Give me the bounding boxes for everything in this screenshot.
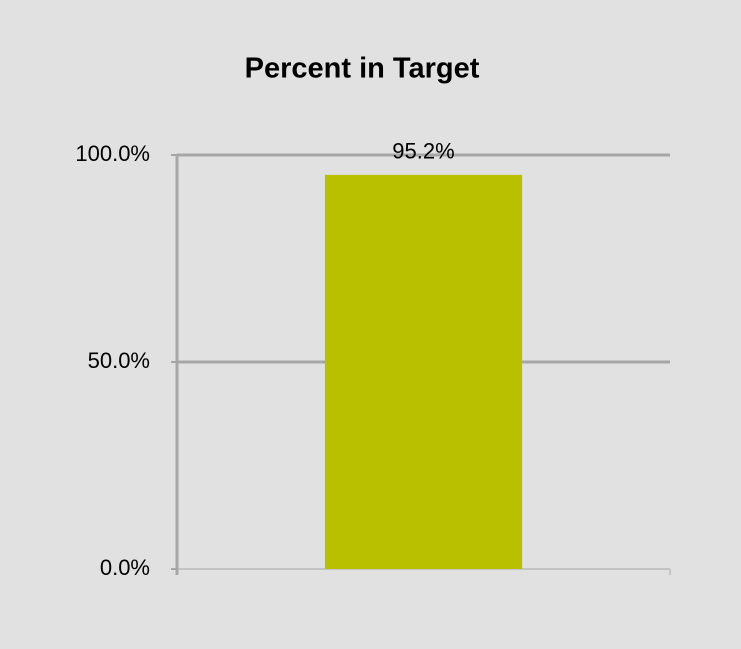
bar: [324, 174, 523, 569]
data-label: 95.2%: [392, 139, 454, 164]
y-tick-label: 100.0%: [75, 141, 150, 166]
chart-title: Percent in Target: [245, 53, 480, 85]
y-tick-label: 0.0%: [100, 555, 150, 580]
y-tick-label: 50.0%: [88, 348, 150, 373]
